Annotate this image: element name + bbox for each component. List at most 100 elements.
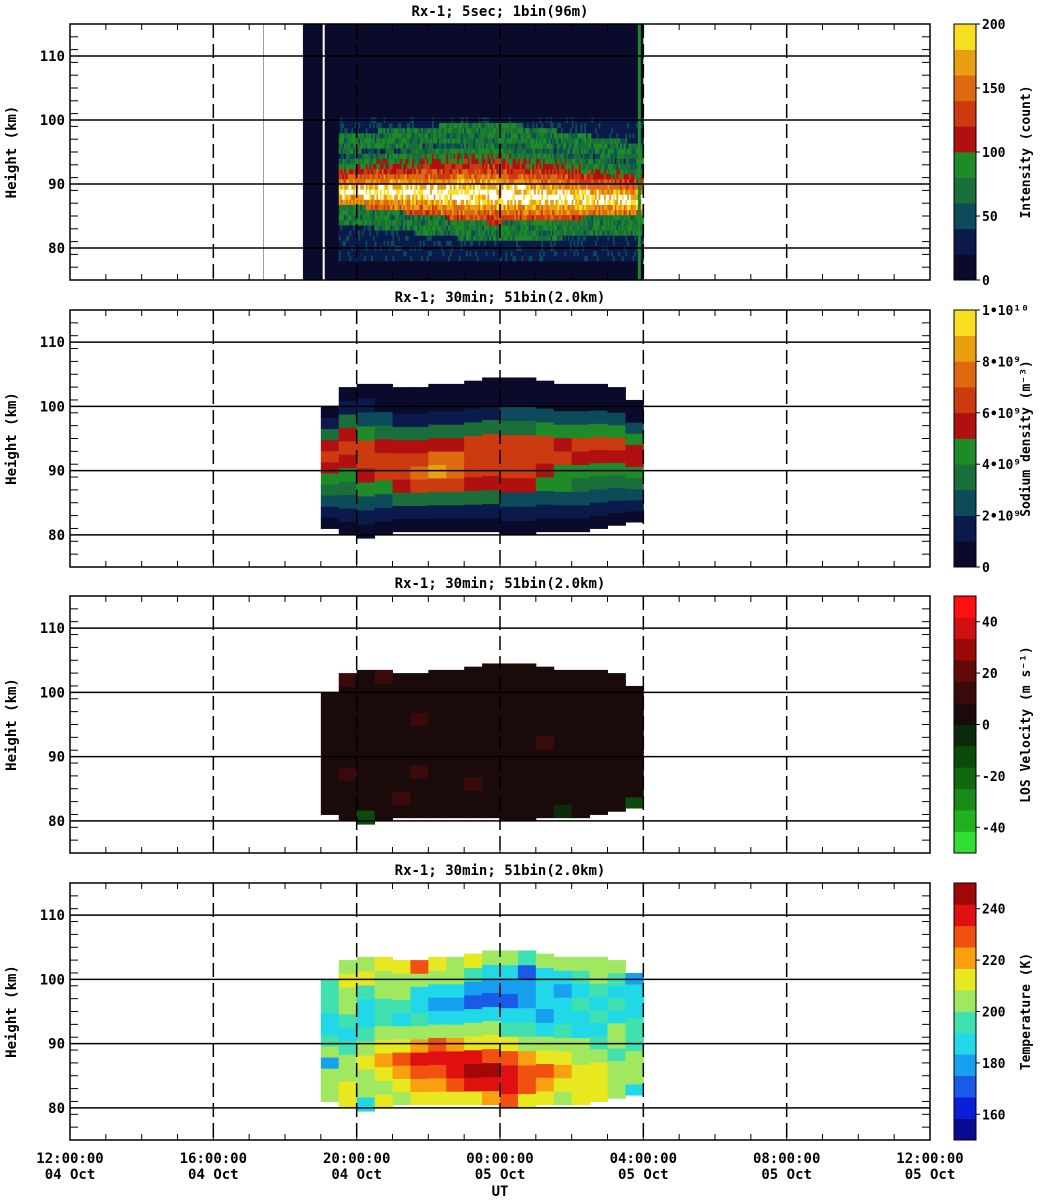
heatmap-cell [387,219,390,226]
heatmap-cell [568,204,571,211]
heatmap-cell [596,240,600,246]
heatmap-cell [385,204,388,211]
heatmap-cell [636,209,639,216]
heatmap-cell [582,173,585,180]
heatmap-cell [603,204,607,211]
heatmap-cell [560,127,564,134]
heatmap-cell [485,209,488,216]
heatmap-cell [530,230,533,236]
heatmap-cell [469,143,472,149]
heatmap-cell [448,189,451,195]
heatmap-cell [372,158,376,165]
heatmap-cell [575,189,578,195]
heatmap-cell [415,209,419,216]
heatmap-cell [600,137,603,144]
heatmap-cell [412,209,415,216]
heatmap-cell [473,199,476,205]
heatmap-cell [491,184,494,190]
heatmap-cell [399,250,402,257]
heatmap-cell [516,235,519,241]
heatmap-cell [356,122,359,129]
heatmap-cell [444,122,447,129]
heatmap-cell [555,209,558,216]
heatmap-cell [505,148,508,154]
heatmap-cell [560,230,564,236]
heatmap-cell [600,224,603,231]
heatmap-cell [553,148,557,154]
heatmap-cell [612,184,616,190]
heatmap-cell [609,127,612,134]
heatmap-cell [345,127,349,134]
heatmap-cell [419,158,422,165]
heatmap-cell [396,158,399,165]
heatmap-cell [569,235,573,241]
heatmap-cell [440,122,444,129]
heatmap-cell [539,153,542,159]
heatmap-cell [349,148,352,154]
heatmap-cell [471,127,474,134]
heatmap-cell [383,168,386,175]
heatmap-cell [478,230,481,236]
heatmap-cell [458,168,462,175]
heatmap-cell [440,204,444,211]
heatmap-cell [580,132,583,139]
heatmap-cell [449,184,453,190]
heatmap-cell [480,199,483,205]
heatmap-cell [609,235,612,241]
heatmap-cell [630,173,634,180]
heatmap-cell [517,143,521,149]
heatmap-cell [396,173,399,180]
heatmap-cell [347,132,350,139]
heatmap-cell [605,214,608,221]
heatmap-cell [405,137,408,144]
heatmap-cell [435,153,438,159]
heatmap-cell [349,230,352,236]
heatmap-cell [636,143,639,149]
colorbar-segment [954,254,976,281]
heatmap-cell [550,178,553,185]
heatmap-cell [376,127,379,134]
heatmap-cell [508,194,512,200]
heatmap-cell [560,240,564,246]
heatmap-cell [560,153,564,159]
heatmap-cell [551,194,555,200]
heatmap-cell [521,209,524,216]
heatmap-cell [412,224,415,231]
heatmap-cell [396,240,399,246]
heatmap-cell [539,250,542,257]
heatmap-cell [530,255,533,262]
heatmap-cell [627,199,630,205]
heatmap-cell [630,132,634,139]
heatmap-cell [498,199,501,205]
heatmap-cell [607,127,610,134]
heatmap-cell [385,199,388,205]
heatmap-cell [568,168,571,175]
heatmap-cell [512,127,515,134]
heatmap-cell [594,235,598,241]
heatmap-cell [553,143,557,149]
heatmap-cell [439,158,442,165]
heatmap-cell [557,230,560,236]
heatmap-cell [571,127,574,134]
heatmap-cell [356,467,376,483]
heatmap-cell [424,178,428,185]
heatmap-cell [428,214,431,221]
heatmap-cell [487,235,490,241]
heatmap-cell [378,143,381,149]
heatmap-cell [551,250,555,257]
heatmap-cell [528,158,531,165]
heatmap-cell [573,173,576,180]
heatmap-cell [362,204,365,211]
heatmap-cell [387,178,390,185]
heatmap-cell [551,224,555,231]
heatmap-cell [623,250,626,257]
heatmap-cell [618,153,621,159]
heatmap-cell [562,189,565,195]
heatmap-cell [620,194,623,200]
heatmap-cell [358,250,361,257]
heatmap-cell [410,204,413,211]
heatmap-cell [417,148,420,154]
heatmap-cell [602,199,605,205]
heatmap-cell [419,255,422,262]
heatmap-cell [584,178,587,185]
